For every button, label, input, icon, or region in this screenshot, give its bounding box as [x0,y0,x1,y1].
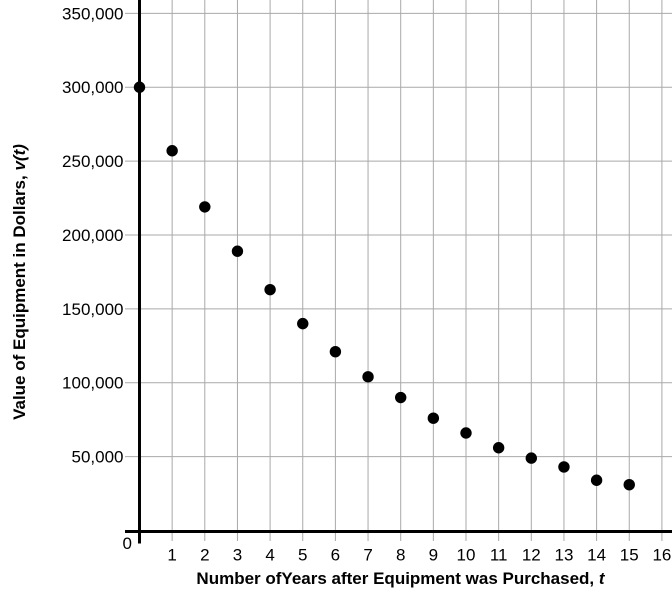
origin-tick-label: 0 [123,534,132,553]
x-tick-label: 4 [265,546,274,565]
y-axis-title: Value of Equipment in Dollars, v(t) [9,144,30,420]
x-tick-label: 16 [652,546,671,565]
x-tick-label: 6 [331,546,340,565]
data-point [427,412,440,424]
data-point [264,283,276,296]
x-tick-label: 15 [620,546,639,565]
y-tick-label: 350,000 [62,4,123,23]
y-tick-label: 200,000 [62,226,123,245]
x-tick-label: 13 [554,546,573,565]
x-axis-title-text: Number ofYears after Equipment was Purch… [196,569,599,588]
y-tick-label: 250,000 [62,152,123,171]
data-point [525,452,537,464]
data-point [460,427,472,439]
x-tick-label: 8 [396,546,405,565]
y-tick-label: 300,000 [62,78,123,97]
x-tick-label: 2 [200,546,209,565]
x-tick-label: 11 [490,546,508,565]
x-tick-label: 14 [587,546,606,565]
x-tick-label: 9 [429,546,438,565]
data-point [231,245,244,257]
x-tick-label: 10 [457,546,476,565]
data-point [590,474,603,486]
y-tick-label: 150,000 [62,300,123,319]
data-point [362,371,374,383]
x-axis-title: Number ofYears after Equipment was Purch… [139,569,662,589]
x-tick-label: 3 [233,546,242,565]
x-axis-title-variable: t [598,569,605,588]
data-point [133,81,146,93]
y-axis-title-variable: v(t) [10,144,29,171]
data-point [199,201,211,213]
data-point [623,478,635,491]
x-tick-label: 5 [298,546,307,565]
data-point [395,391,407,404]
data-point [166,145,178,157]
x-tick-label: 1 [167,546,176,565]
y-axis-title-text: Value of Equipment in Dollars, [10,170,29,420]
data-point [492,442,505,454]
data-point [558,461,570,473]
data-point [297,317,309,330]
y-tick-label: 50,000 [72,448,124,467]
data-point [329,346,342,358]
x-tick-label: 12 [522,546,541,565]
y-tick-label: 100,000 [62,374,123,393]
x-tick-label: 7 [363,546,372,565]
